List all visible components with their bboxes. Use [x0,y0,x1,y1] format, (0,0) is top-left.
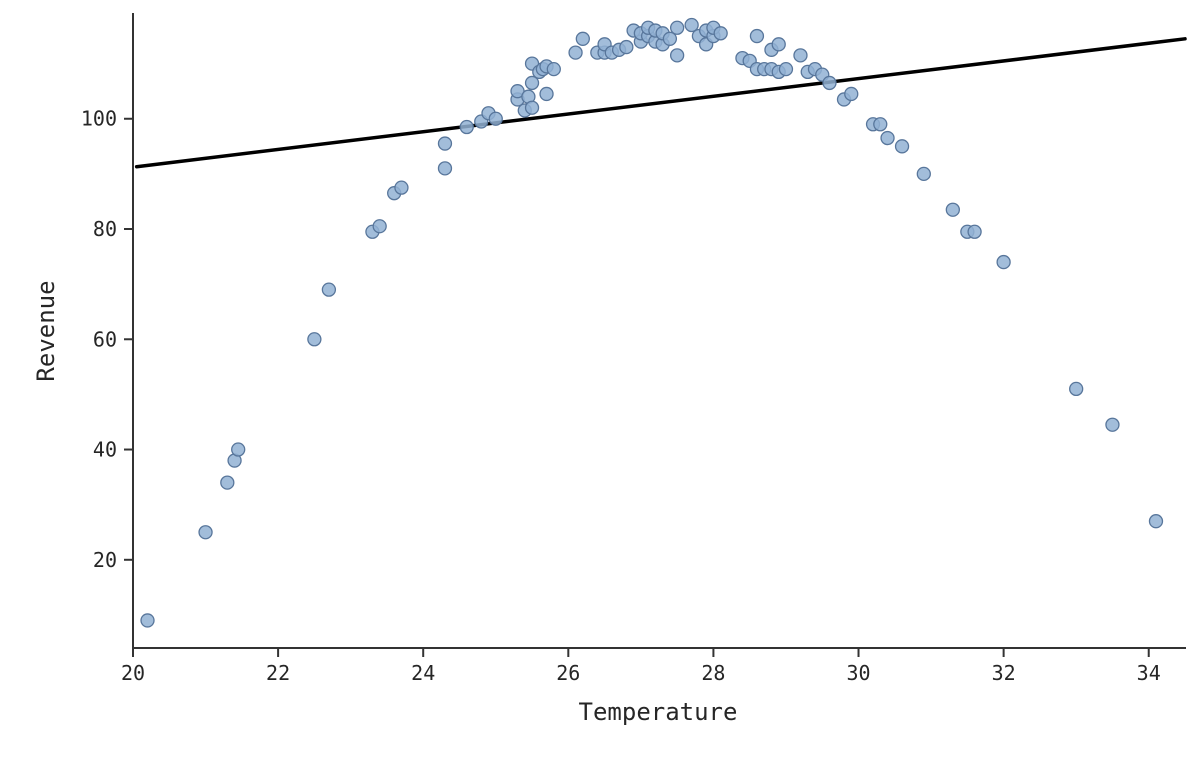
scatter-point [437,161,453,176]
scatter-point [321,282,337,297]
scatter-point [894,139,910,154]
y-tick-label: 100 [81,107,117,131]
scatter-point [394,180,409,195]
y-tick-label: 80 [93,217,117,241]
scatter-point [1148,514,1164,529]
scatter-point [771,37,786,52]
x-tick-label: 20 [121,661,145,685]
scatter-point [575,31,590,46]
scatter-point [669,20,685,35]
scatter-point [873,117,888,132]
scatter-point [822,75,837,91]
x-tick-label: 26 [556,661,580,685]
scatter-point [539,86,554,102]
x-tick-label: 30 [846,661,870,685]
scatter-point [778,61,794,77]
scatter-point [996,254,1011,270]
scatter-point [880,130,895,146]
x-tick-label: 24 [411,661,435,685]
x-tick-label: 32 [992,661,1016,685]
scatter-point [619,39,634,55]
scatter-point [844,86,859,102]
scatter-point [967,224,982,239]
scatter-point [1105,417,1120,432]
y-tick-label: 20 [93,548,117,572]
scatter-point [684,17,699,33]
scatter-point [1069,381,1084,397]
x-tick-label: 22 [266,661,290,685]
scatter-point [488,111,503,126]
scatter-point [662,31,678,46]
y-axis-label: Revenue [32,280,60,381]
scatter-point [220,475,235,490]
scatter-point [916,166,931,182]
scatter-point [713,26,728,41]
plot-area: 20 22 24 26 28 30 32 34 20 40 60 80 100 [81,13,1187,685]
y-tick-label: 40 [93,438,117,462]
x-axis-label: Temperature [579,698,738,726]
scatter-point [749,28,765,44]
scatter-point [198,525,213,540]
scatter-point [669,48,685,63]
scatter-point [524,75,540,91]
scatter-point [524,100,540,115]
scatter-point [140,613,155,628]
scatter-point [546,61,561,77]
scatter-point [231,442,246,457]
scatter-point [945,202,960,217]
x-tick-label: 28 [701,661,725,685]
y-tick-label: 60 [93,327,117,351]
trend-line [134,37,1187,169]
scatter-point [793,48,808,63]
scatter-point [372,219,387,234]
scatter-point [437,136,453,151]
scatter-point [568,45,583,60]
scatter-point [307,332,322,347]
scatter-point [459,119,474,135]
x-tick-label: 34 [1137,661,1161,685]
